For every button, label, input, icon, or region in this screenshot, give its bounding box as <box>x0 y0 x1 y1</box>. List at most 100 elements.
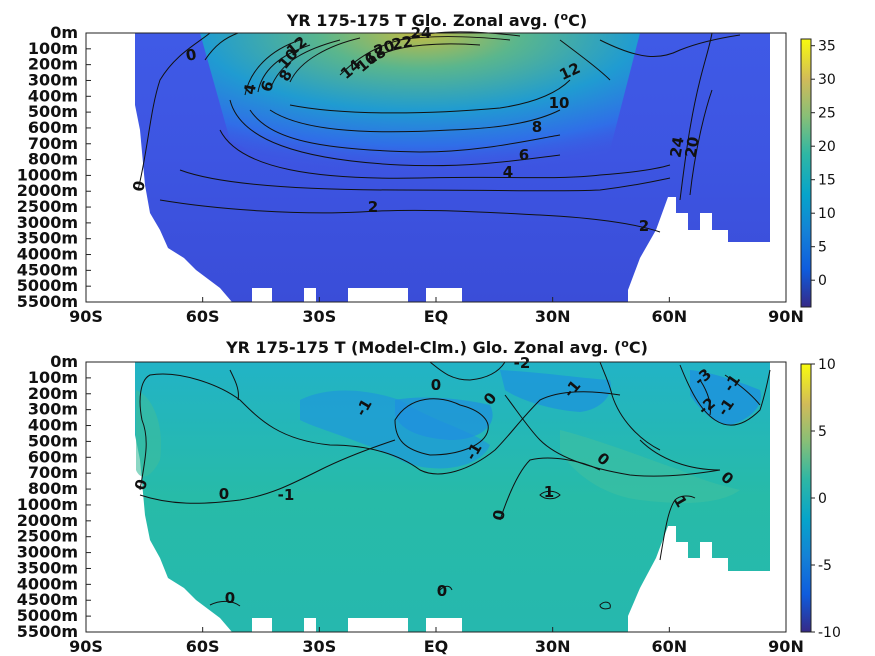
y-tick-label: 100m <box>28 39 78 58</box>
contour-label: 0 <box>225 589 235 607</box>
y-tick-label: 300m <box>28 70 78 89</box>
y-tick-label: 5000m <box>17 606 78 625</box>
contour-label: -1 <box>278 486 295 504</box>
contour-label: -1 <box>462 440 486 463</box>
contours-1 <box>137 31 741 233</box>
colorbar-2 <box>800 363 812 633</box>
x-tick-label: 90S <box>69 307 103 326</box>
x-tick-label: 90N <box>768 637 804 656</box>
title-unit: C) <box>568 11 587 30</box>
contour-label: 0 <box>184 45 197 65</box>
anomaly-blobs-2 <box>136 370 761 503</box>
colorbar-tick-label: 35 <box>818 39 836 55</box>
y-tick-label: 3000m <box>17 213 78 232</box>
contours-2 <box>139 361 771 610</box>
y-tick-label: 500m <box>28 431 78 450</box>
y-tick-label: 800m <box>28 479 78 498</box>
colorbar-tick-label: -10 <box>818 625 841 641</box>
x-tick-label: 60N <box>652 637 688 656</box>
y-tick-label: 500m <box>28 102 78 121</box>
colorbar-tick-label: 15 <box>818 173 836 189</box>
y-tick-label: 400m <box>28 86 78 105</box>
y-tick-label: 1000m <box>17 495 78 514</box>
y-tick-label: 800m <box>28 150 78 169</box>
x-tick-label: 30N <box>535 307 571 326</box>
x-tick-label: EQ <box>424 307 449 326</box>
x-tick-label: 30N <box>535 637 571 656</box>
x-tick-label: 30S <box>302 307 336 326</box>
x-tick-label: 90N <box>768 307 804 326</box>
y-tick-label: 3000m <box>17 543 78 562</box>
colorbar-tick-label: -5 <box>818 558 832 574</box>
contour-label: 0 <box>489 508 509 521</box>
contour-label: 0 <box>219 485 229 503</box>
contour-label: 8 <box>532 118 542 136</box>
y-tick-label: 4500m <box>17 260 78 279</box>
y-tick-label: 5500m <box>17 622 78 641</box>
colorbar-tick-label: 5 <box>818 240 827 256</box>
colorbar-tick-label: 20 <box>818 139 836 155</box>
x-tick-label: 30S <box>302 637 336 656</box>
colorbar-tick-label: 10 <box>818 206 836 222</box>
colorbar-tick-label: 5 <box>818 424 827 440</box>
colorbar-tick-label: 0 <box>818 273 827 289</box>
title-degree: o <box>561 10 569 23</box>
contour-label: 10 <box>549 94 570 112</box>
contour-label: 22 <box>390 32 414 53</box>
x-tick-label: EQ <box>424 637 449 656</box>
contour-label: 20 <box>681 135 702 159</box>
contour-label: 6 <box>519 146 529 164</box>
colorbar-tick-label: 10 <box>818 357 836 373</box>
y-tick-label: 0m <box>50 352 78 371</box>
x-ticks-2: 90S 60S 30S EQ 30N 60N 90N <box>69 627 804 656</box>
x-tick-label: 60S <box>186 637 220 656</box>
colorbar-tick-label: 25 <box>818 106 836 122</box>
title-unit: C) <box>629 338 648 357</box>
title-text: YR 175-175 T Glo. Zonal avg. ( <box>286 11 561 30</box>
x-tick-label: 60N <box>652 307 688 326</box>
title-degree: o <box>621 337 629 350</box>
colorbar-ticks-1: 35 30 25 20 15 10 5 0 <box>811 39 836 289</box>
contour-label: 1 <box>544 483 554 501</box>
y-tick-label: 700m <box>28 463 78 482</box>
colorbar-ticks-2: 10 5 0 -5 -10 <box>811 357 841 641</box>
y-tick-label: 2000m <box>17 511 78 530</box>
y-tick-label: 3500m <box>17 558 78 577</box>
y-tick-label: 600m <box>28 447 78 466</box>
panel-temperature-anomaly: YR 175-175 T (Model-Clm.) Glo. Zonal avg… <box>17 337 841 656</box>
contour-label: -2 <box>514 354 531 372</box>
y-tick-label: 2000m <box>17 181 78 200</box>
y-tick-label: 4000m <box>17 245 78 264</box>
y-tick-label: 4500m <box>17 590 78 609</box>
contour-label: 4 <box>503 163 513 181</box>
contour-label: 2 <box>639 217 649 235</box>
y-tick-label: 2500m <box>17 197 78 216</box>
contour-label: -1 <box>352 396 376 419</box>
chart-title-2: YR 175-175 T (Model-Clm.) Glo. Zonal avg… <box>225 337 648 357</box>
y-ticks-2: 0m100m200m300m400m500m600m700m800m1000m2… <box>17 352 91 641</box>
y-tick-label: 5000m <box>17 276 78 295</box>
ocean-field-2 <box>135 362 770 632</box>
y-tick-label: 2500m <box>17 527 78 546</box>
contour-label: 2 <box>368 198 378 216</box>
title-text: YR 175-175 T (Model-Clm.) Glo. Zonal avg… <box>225 338 621 357</box>
colorbar-tick-label: 0 <box>818 491 827 507</box>
colorbar-1 <box>800 38 812 308</box>
contour-label: 0 <box>431 376 441 394</box>
y-tick-label: 200m <box>28 55 78 74</box>
warm-core-1 <box>200 33 640 190</box>
y-tick-label: 1000m <box>17 165 78 184</box>
y-tick-label: 3500m <box>17 229 78 248</box>
y-tick-label: 300m <box>28 400 78 419</box>
y-tick-label: 400m <box>28 416 78 435</box>
y-tick-label: 100m <box>28 368 78 387</box>
y-tick-label: 5500m <box>17 292 78 311</box>
y-tick-label: 700m <box>28 134 78 153</box>
y-ticks-1: 0m100m200m300m400m500m600m700m800m1000m2… <box>17 23 91 311</box>
y-tick-label: 0m <box>50 23 78 42</box>
y-tick-label: 600m <box>28 118 78 137</box>
y-tick-label: 4000m <box>17 574 78 593</box>
contour-label: 24 <box>666 135 687 159</box>
contour-label: 0 <box>131 477 151 492</box>
